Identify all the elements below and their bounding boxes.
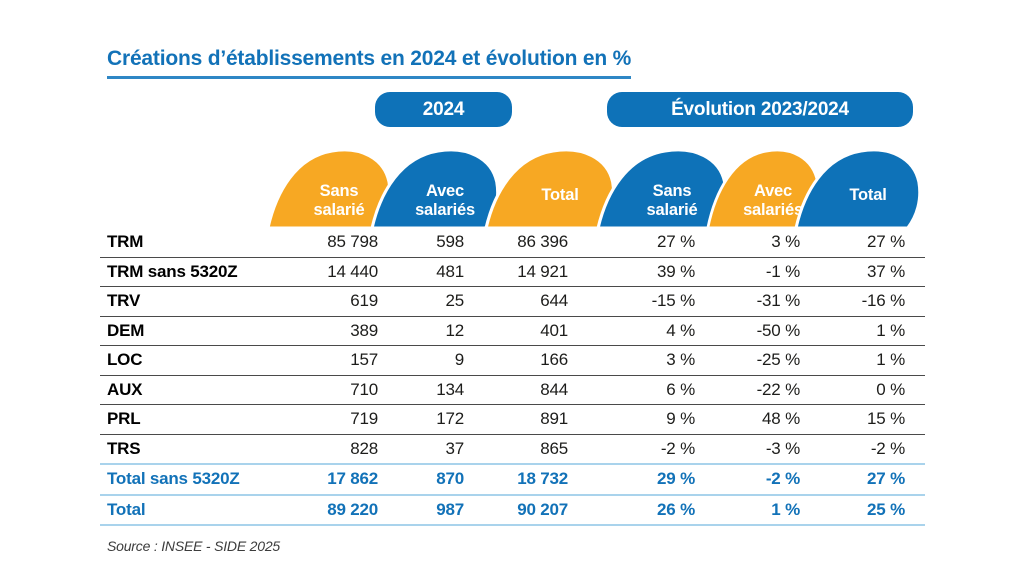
cell-value: 1 % — [876, 350, 905, 370]
cell-value: 828 — [350, 438, 378, 458]
cell-value: -2 % — [870, 438, 905, 458]
cell-value: 619 — [350, 291, 378, 311]
cell-value: 27 % — [657, 232, 695, 252]
cell-value: 48 % — [762, 409, 800, 429]
cell-value: 85 798 — [327, 232, 378, 252]
cell-value: 598 — [436, 232, 464, 252]
cell-value: 644 — [540, 291, 568, 311]
row-label: TRV — [107, 291, 141, 311]
row-label: AUX — [107, 379, 143, 399]
cell-value: -15 % — [651, 291, 696, 311]
cell-value: 14 921 — [517, 261, 568, 281]
cell-value: 9 — [454, 350, 464, 370]
column-header-total-evol: Total — [794, 148, 926, 228]
table-row: DEM 389 12 401 4 % -50 % 1 % — [100, 317, 925, 346]
cell-value: -31 % — [756, 291, 801, 311]
row-label: LOC — [107, 350, 143, 370]
cell-value: -50 % — [756, 320, 801, 340]
column-header-row: Sans salarié Avec salariés Total Sans salarié A… — [100, 148, 930, 228]
cell-value: 86 396 — [517, 232, 568, 252]
table-row: AUX 710 134 844 6 % -22 % 0 % — [100, 376, 925, 405]
group-header-2024: 2024 — [375, 92, 512, 127]
table-row: TRM sans 5320Z 14 440 481 14 921 39 % -1 % 37 … — [100, 258, 925, 287]
cell-value: 25 — [445, 291, 464, 311]
column-header-label: Avec salariés — [415, 182, 475, 219]
cell-value: -16 % — [861, 291, 906, 311]
row-label: PRL — [107, 409, 141, 429]
cell-value: 9 % — [666, 409, 695, 429]
table-row: TRM 85 798 598 86 396 27 % 3 % 27 % — [100, 228, 925, 258]
cell-value: 6 % — [666, 379, 695, 399]
row-label: TRM — [107, 232, 144, 252]
cell-value: 0 % — [876, 379, 905, 399]
cell-value: 3 % — [666, 350, 695, 370]
column-header-label: Sans salarié — [646, 182, 698, 219]
data-table: TRM 85 798 598 86 396 27 % 3 % 27 % TRM sans 53… — [100, 228, 925, 526]
cell-value: 157 — [350, 350, 378, 370]
row-label: Total sans 5320Z — [107, 469, 240, 489]
row-label: TRS — [107, 438, 141, 458]
cell-value: 14 440 — [327, 261, 378, 281]
cell-value: 89 220 — [327, 499, 378, 519]
cell-value: -3 % — [765, 438, 800, 458]
source-note: Source : INSEE - SIDE 2025 — [107, 538, 280, 554]
row-label: TRM sans 5320Z — [107, 261, 238, 281]
cell-value: -22 % — [756, 379, 801, 399]
row-label: Total — [107, 499, 146, 519]
cell-value: 37 % — [867, 261, 905, 281]
column-header-sans-salarie-2024: Sans salarié — [266, 148, 396, 228]
cell-value: 26 % — [657, 499, 695, 519]
cell-value: 29 % — [657, 469, 695, 489]
cell-value: 166 — [540, 350, 568, 370]
table-row: LOC 157 9 166 3 % -25 % 1 % — [100, 346, 925, 376]
cell-value: -1 % — [765, 261, 800, 281]
table-row: Total 89 220 987 90 207 26 % 1 % 25 % — [100, 496, 925, 526]
cell-value: 1 % — [771, 499, 800, 519]
group-header-evolution-label: Évolution 2023/2024 — [671, 98, 849, 120]
cell-value: 844 — [540, 379, 568, 399]
column-header-label: Total — [541, 185, 579, 204]
cell-value: -2 % — [765, 469, 800, 489]
cell-value: 27 % — [867, 469, 905, 489]
table-row: TRV 619 25 644 -15 % -31 % -16 % — [100, 287, 925, 317]
cell-value: 719 — [350, 409, 378, 429]
cell-value: 987 — [436, 499, 464, 519]
cell-value: 39 % — [657, 261, 695, 281]
cell-value: 12 — [445, 320, 464, 340]
table-row: PRL 719 172 891 9 % 48 % 15 % — [100, 405, 925, 435]
cell-value: 18 732 — [517, 469, 568, 489]
page-title: Créations d’établissements en 2024 et év… — [107, 47, 631, 80]
group-header-2024-label: 2024 — [422, 98, 465, 120]
cell-value: 27 % — [867, 232, 905, 252]
cell-value: 90 207 — [517, 499, 568, 519]
row-label: DEM — [107, 320, 145, 340]
cell-value: 891 — [540, 409, 568, 429]
cell-value: -25 % — [756, 350, 801, 370]
cell-value: 710 — [350, 379, 378, 399]
cell-value: 389 — [350, 320, 378, 340]
column-header-sans-salarie-evol: Sans salarié — [596, 148, 732, 228]
cell-value: 25 % — [867, 499, 905, 519]
cell-value: 865 — [540, 438, 568, 458]
blue-wave-shape-icon — [794, 148, 922, 228]
table-row: Total sans 5320Z 17 862 870 18 732 29 % -2 % 2… — [100, 465, 925, 496]
cell-value: 37 — [445, 438, 464, 458]
cell-value: 3 % — [771, 232, 800, 252]
column-header-label: Avec salariés — [743, 182, 803, 219]
group-header-evolution: Évolution 2023/2024 — [607, 92, 913, 127]
cell-value: 4 % — [666, 320, 695, 340]
table-row: TRS 828 37 865 -2 % -3 % -2 % — [100, 435, 925, 465]
cell-value: 1 % — [876, 320, 905, 340]
cell-value: 15 % — [867, 409, 905, 429]
cell-value: 134 — [436, 379, 464, 399]
cell-value: 870 — [436, 469, 464, 489]
cell-value: 401 — [540, 320, 568, 340]
cell-value: 17 862 — [327, 469, 378, 489]
cell-value: 481 — [436, 261, 464, 281]
column-header-label: Sans salarié — [313, 182, 365, 219]
cell-value: -2 % — [660, 438, 695, 458]
column-header-label: Total — [849, 185, 887, 204]
cell-value: 172 — [436, 409, 464, 429]
